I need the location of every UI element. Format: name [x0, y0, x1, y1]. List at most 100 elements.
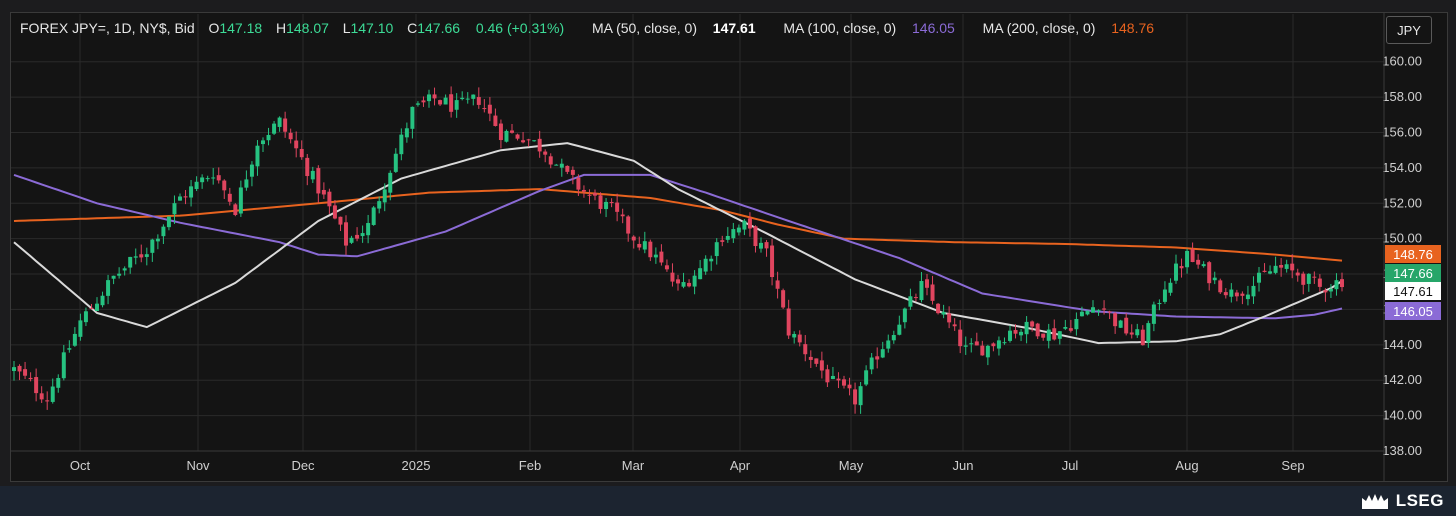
candle — [1340, 272, 1344, 292]
candle-body — [410, 106, 415, 129]
candle-body — [172, 203, 177, 215]
candle-body — [1257, 272, 1261, 283]
price-badge-label: 147.61 — [1393, 284, 1433, 299]
candle — [61, 345, 66, 381]
chart-frame[interactable] — [10, 12, 1448, 482]
candle-body — [111, 275, 116, 279]
candle-body — [377, 201, 382, 209]
candle-body — [1151, 304, 1156, 324]
candle — [443, 94, 448, 105]
candle — [355, 227, 360, 242]
candle-body — [1334, 280, 1339, 290]
candle-body — [576, 177, 581, 190]
candle-body — [144, 254, 149, 257]
y-tick-label: 142.00 — [1382, 372, 1422, 387]
candle-body — [56, 377, 61, 388]
candle-body — [1063, 327, 1068, 329]
candle — [266, 127, 271, 146]
candle — [642, 231, 647, 254]
candle-body — [83, 311, 88, 323]
candle — [510, 124, 514, 134]
candle-body — [720, 240, 725, 242]
candle — [853, 382, 858, 414]
candle-body — [366, 223, 371, 236]
candle — [1317, 274, 1322, 292]
candle-body — [808, 356, 813, 360]
candle — [858, 381, 863, 414]
candle-body — [1201, 264, 1206, 267]
candle — [543, 149, 548, 163]
candle — [1096, 309, 1101, 316]
candle-body — [1124, 317, 1129, 334]
candle — [244, 170, 249, 191]
candle — [1207, 260, 1212, 291]
candle — [996, 336, 1001, 356]
candle-body — [1030, 321, 1035, 327]
candle — [216, 167, 221, 184]
candle — [332, 199, 337, 220]
candle — [438, 99, 443, 107]
candle-body — [1251, 285, 1256, 297]
candle-body — [963, 345, 968, 347]
candle-body — [974, 341, 979, 346]
candle-body — [532, 140, 537, 142]
candle-body — [1234, 292, 1239, 297]
candle — [886, 334, 891, 353]
candle — [1157, 299, 1162, 311]
candle — [1024, 316, 1029, 344]
candle-body — [714, 242, 719, 257]
currency-selector[interactable]: JPY — [1386, 16, 1432, 44]
candle-body — [515, 134, 520, 139]
candle — [338, 216, 343, 231]
candle — [56, 374, 61, 393]
candle-body — [139, 254, 144, 258]
y-tick-label: 144.00 — [1382, 337, 1422, 352]
candle — [731, 222, 736, 244]
candle — [117, 267, 122, 279]
high-label: H — [275, 20, 287, 36]
candle-body — [255, 145, 260, 167]
candle-body — [1024, 321, 1029, 335]
candle-body — [78, 320, 83, 337]
candle — [770, 239, 775, 286]
candle — [460, 91, 465, 101]
candle-body — [178, 196, 182, 201]
candle-body — [1074, 318, 1079, 330]
candle-body — [50, 386, 55, 402]
candle — [39, 386, 44, 403]
candle — [554, 163, 559, 166]
candle-body — [759, 242, 763, 249]
candle-body — [498, 123, 503, 141]
candle-body — [1268, 271, 1273, 274]
candle-body — [482, 108, 487, 110]
x-tick-label: Sep — [1281, 458, 1304, 473]
candle-body — [1107, 311, 1112, 313]
candle-body — [421, 100, 426, 103]
candle — [1041, 333, 1046, 341]
candle-body — [908, 296, 913, 307]
candle — [1245, 285, 1250, 306]
candle-body — [825, 369, 830, 383]
candle-body — [1052, 328, 1057, 340]
ma200-line — [13, 188, 1343, 262]
candle-body — [742, 220, 747, 230]
candle — [670, 263, 675, 287]
candle — [415, 101, 420, 107]
candle — [532, 140, 537, 142]
candle — [1113, 312, 1118, 334]
price-badge-label: 148.76 — [1393, 247, 1433, 262]
candle — [775, 271, 780, 299]
candle — [122, 266, 127, 276]
candle-body — [598, 195, 603, 209]
candle-body — [913, 297, 918, 299]
candle-body — [814, 358, 819, 364]
candle-body — [548, 156, 553, 165]
candle-body — [775, 280, 780, 289]
candle — [797, 330, 802, 347]
candle — [1013, 324, 1018, 339]
candle-body — [958, 329, 963, 347]
lseg-emblem-icon — [1361, 494, 1388, 509]
candle — [847, 377, 852, 396]
close-value: 147.66 — [417, 20, 461, 36]
